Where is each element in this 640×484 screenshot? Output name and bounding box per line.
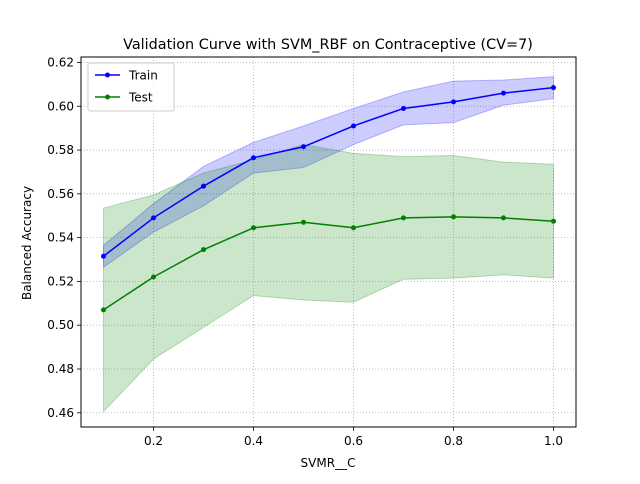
x-tick-label: 1.0	[544, 434, 563, 448]
y-tick-label: 0.50	[47, 318, 74, 332]
y-tick-label: 0.48	[47, 362, 74, 376]
point-test	[451, 214, 456, 220]
point-train	[401, 105, 406, 111]
point-test	[301, 219, 306, 225]
y-tick-label: 0.56	[47, 187, 74, 201]
y-tick-label: 0.52	[47, 274, 74, 288]
point-test	[401, 215, 406, 221]
x-axis-label: SVMR__C	[301, 456, 356, 470]
legend-label-train: Train	[128, 69, 158, 83]
y-tick-label: 0.46	[47, 406, 74, 420]
x-tick-label: 0.2	[144, 434, 163, 448]
x-tick-label: 0.4	[244, 434, 263, 448]
band-train	[103, 76, 554, 269]
x-tick-label: 0.8	[444, 434, 463, 448]
point-train	[251, 155, 256, 161]
point-test	[151, 274, 156, 280]
tick-marks-and-labels: 0.2 0.4 0.6 0.8 1.0 0.46 0.48 0.50 0.52 0.54 0.56 0…	[47, 55, 563, 448]
point-train	[351, 123, 356, 129]
point-train	[201, 183, 206, 189]
series-lines	[103, 86, 554, 311]
chart-title: Validation Curve with SVM_RBF on Contrac…	[123, 37, 533, 53]
y-tick-label: 0.58	[47, 143, 74, 157]
legend-label-test: Test	[128, 91, 153, 105]
point-test	[251, 225, 256, 231]
legend: Train Test	[87, 62, 175, 112]
x-tick-label: 0.6	[344, 434, 363, 448]
point-train	[551, 85, 556, 91]
point-test	[351, 225, 356, 231]
point-train	[501, 90, 506, 96]
y-tick-label: 0.54	[47, 231, 74, 245]
axes	[80, 56, 577, 428]
point-train	[101, 253, 106, 259]
line-train	[103, 86, 554, 257]
y-tick-label: 0.62	[47, 55, 74, 69]
point-test	[501, 215, 506, 221]
legend-items: Train Test	[95, 69, 158, 105]
y-tick-label: 0.60	[47, 99, 74, 113]
y-axis-label: Balanced Accuracy	[20, 186, 34, 300]
point-train	[301, 144, 306, 150]
point-test	[201, 247, 206, 253]
point-train	[451, 99, 456, 105]
point-test	[551, 218, 556, 224]
line-test	[103, 216, 554, 311]
point-test	[101, 307, 106, 313]
point-train	[151, 215, 156, 221]
legend-marker-test	[105, 94, 110, 100]
series-points	[101, 85, 556, 313]
legend-marker-train	[105, 72, 110, 78]
plot-frame	[80, 56, 577, 428]
